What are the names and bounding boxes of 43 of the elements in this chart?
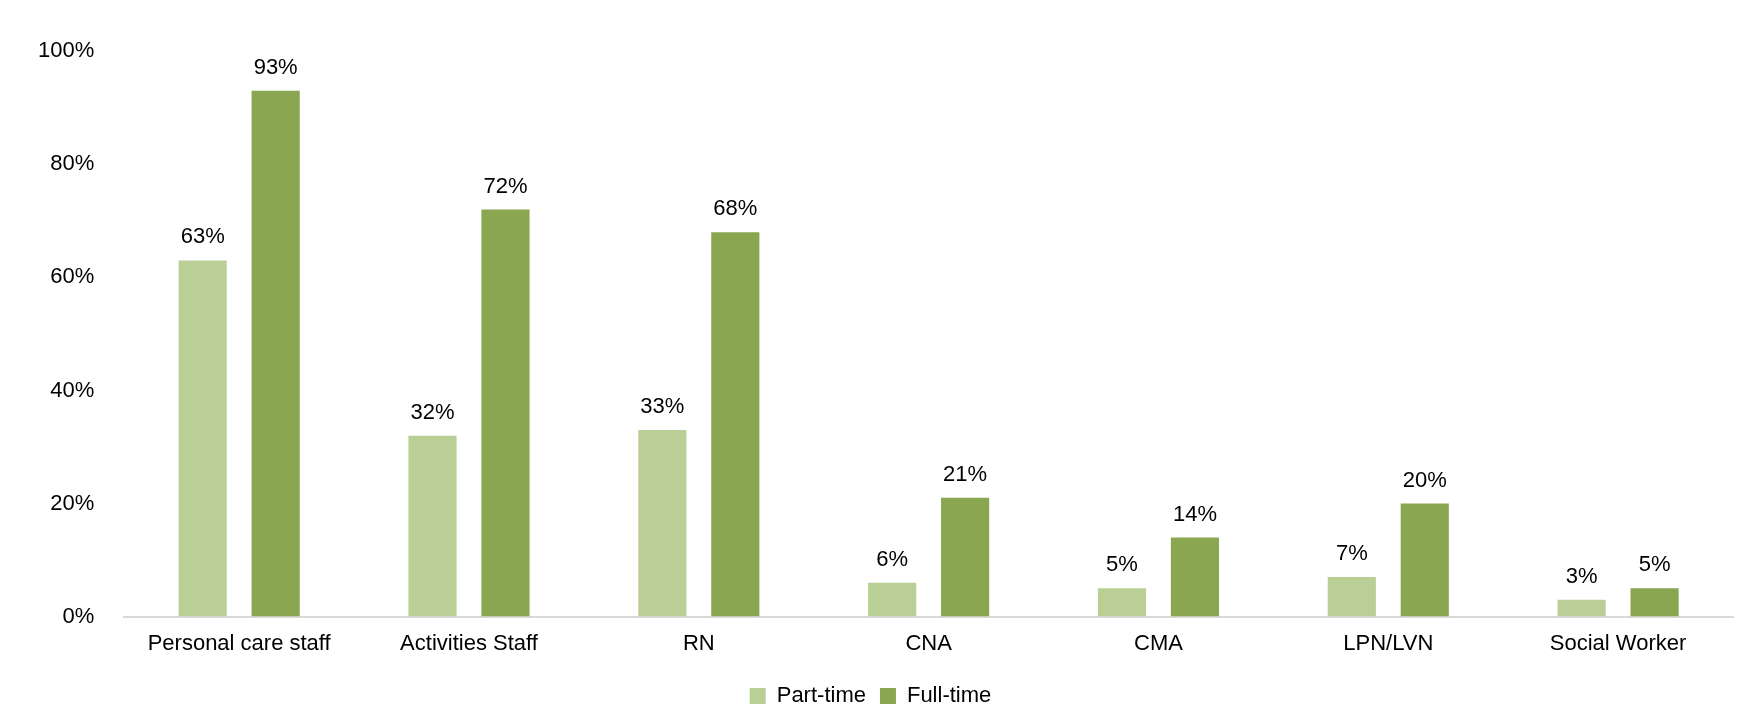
bar [1630, 588, 1679, 617]
bar [1170, 537, 1220, 617]
bar [1097, 588, 1147, 617]
data-label: 21% [943, 460, 988, 486]
x-tick-label: CNA [905, 629, 953, 655]
data-label: 68% [713, 195, 758, 221]
bar [408, 435, 457, 617]
y-tick-label: 20% [50, 489, 95, 515]
data-label: 93% [253, 53, 298, 79]
bar [1327, 577, 1376, 617]
data-label: 33% [640, 393, 685, 419]
data-label: 32% [410, 398, 455, 424]
bar [1400, 503, 1449, 617]
legend-label: Part-time [776, 682, 866, 708]
legend-label: Full-time [906, 682, 992, 708]
bar [1557, 599, 1606, 617]
y-tick-label: 40% [50, 376, 95, 402]
data-label: 5% [1638, 551, 1671, 577]
data-label: 72% [483, 172, 528, 198]
bar [481, 209, 530, 617]
x-tick-label: CMA [1134, 629, 1184, 655]
x-tick-label: Activities Staff [400, 629, 539, 655]
bar [638, 430, 687, 617]
y-tick-label: 80% [50, 150, 95, 176]
bar [178, 260, 227, 617]
data-label: 6% [876, 545, 909, 571]
bar [868, 582, 917, 617]
y-tick-label: 100% [37, 37, 95, 63]
bar [251, 90, 300, 617]
data-label: 7% [1335, 540, 1368, 566]
data-label: 14% [1172, 500, 1217, 526]
bar [941, 497, 990, 617]
bar [711, 232, 760, 617]
data-label: 20% [1402, 466, 1447, 492]
x-tick-label: Personal care staff [147, 629, 332, 655]
data-label: 3% [1565, 562, 1598, 588]
x-tick-label: LPN/LVN [1343, 629, 1434, 655]
x-tick-label: RN [682, 629, 715, 655]
x-tick-label: Social Worker [1549, 629, 1687, 655]
y-tick-label: 60% [50, 263, 95, 289]
data-label: 63% [180, 223, 225, 249]
data-label: 5% [1106, 551, 1138, 577]
y-tick-label: 0% [62, 602, 95, 628]
